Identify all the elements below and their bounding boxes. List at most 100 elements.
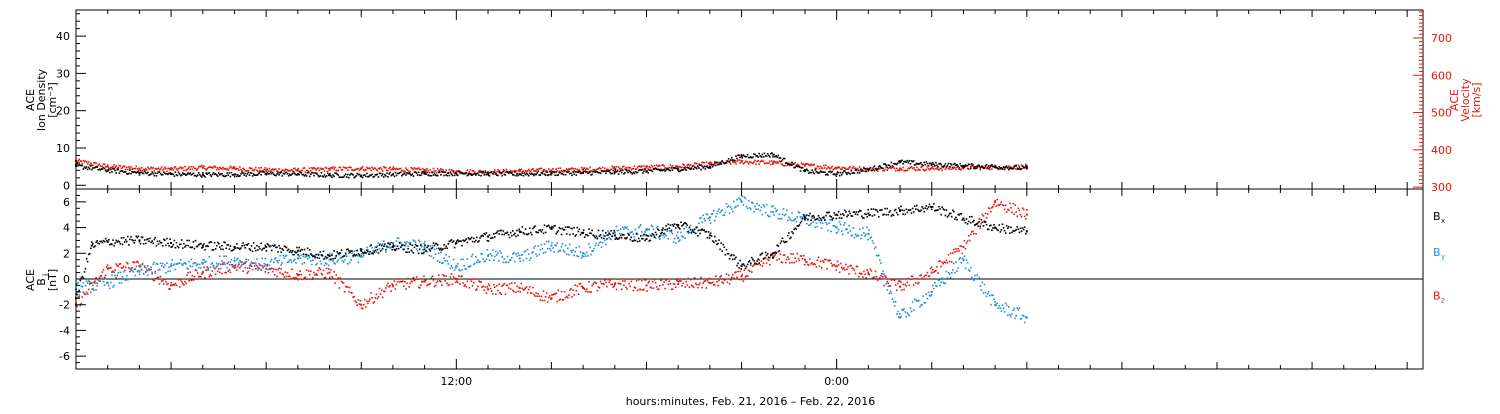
bx-series-point	[337, 253, 340, 255]
by-series-point	[401, 243, 403, 246]
bz-series-point	[215, 265, 218, 268]
bz-series-point	[700, 276, 702, 279]
velocity-series-point	[426, 167, 428, 170]
bz-series-point	[434, 284, 437, 287]
bx-series-point	[505, 232, 508, 234]
velocity-series-point	[326, 170, 329, 173]
bz-series-point	[850, 264, 853, 267]
bz-series-point	[883, 284, 885, 287]
by-series-point	[103, 284, 106, 286]
density-series-point	[87, 166, 90, 169]
bx-series-point	[881, 209, 883, 211]
velocity-series-point	[289, 169, 292, 172]
velocity-series-point	[268, 167, 271, 170]
bx-series-point	[919, 210, 921, 213]
velocity-series-point	[527, 168, 530, 171]
density-series-point	[824, 171, 826, 173]
density-series-point	[700, 168, 702, 171]
bz-series-point	[740, 278, 743, 281]
bz-series-point	[346, 286, 348, 288]
density-series-point	[110, 168, 112, 171]
by-series-point	[697, 229, 699, 232]
density-series-point	[597, 171, 600, 174]
bx-series-point	[212, 249, 215, 251]
by-series-point	[367, 249, 369, 251]
bz-series-point	[150, 268, 152, 271]
bx-series-point	[582, 229, 585, 231]
velocity-series-point	[976, 167, 978, 169]
bx-series-point	[512, 230, 514, 232]
velocity-series-point	[142, 168, 145, 171]
bz-series-point	[947, 253, 950, 256]
bz-series-point	[679, 279, 681, 282]
bx-series-point	[305, 254, 308, 256]
by-series-point	[886, 289, 888, 291]
velocity-series-point	[709, 161, 712, 163]
by-series-point	[278, 259, 280, 262]
bx-series-point	[179, 243, 182, 245]
density-series-point	[489, 171, 492, 174]
density-series-point	[176, 174, 179, 177]
bx-series-point	[468, 238, 471, 241]
velocity-series-point	[466, 169, 469, 171]
density-series-point	[496, 174, 498, 176]
by-series-point	[524, 250, 527, 252]
density-series-point	[974, 165, 976, 168]
bx-series-point	[438, 247, 440, 250]
by-series-point	[379, 243, 382, 245]
velocity-axis-title-line: [km/s]	[1470, 82, 1483, 117]
density-series-point	[713, 164, 715, 166]
density-series-point	[754, 153, 756, 156]
by-series-point	[100, 277, 103, 280]
bx-series-point	[134, 239, 136, 242]
density-series-point	[787, 163, 789, 165]
velocity-series-point	[810, 163, 812, 165]
bx-series-point	[591, 229, 593, 232]
bx-series-point	[356, 249, 359, 252]
bz-series-point	[631, 278, 634, 281]
density-series-point	[207, 172, 209, 175]
bx-series-point	[645, 234, 647, 236]
bx-series-point	[335, 254, 337, 257]
by-series-point	[409, 241, 411, 244]
density-series-point	[423, 172, 426, 175]
density-series-point	[1003, 168, 1006, 171]
density-series-point	[894, 163, 897, 165]
bx-series-point	[649, 239, 652, 242]
by-series-point	[489, 253, 492, 255]
velocity-series-point	[265, 170, 268, 172]
by-series-point	[837, 228, 840, 231]
by-series-point	[917, 300, 919, 302]
bz-series-point	[986, 213, 989, 215]
bx-series-point	[448, 240, 451, 243]
bx-series-point	[381, 247, 384, 250]
velocity-series-point	[646, 165, 648, 167]
bz-series-point	[846, 268, 848, 271]
bz-series-point	[296, 274, 299, 277]
density-series-point	[553, 171, 555, 174]
bx-series-point	[875, 209, 878, 212]
by-series-point	[976, 274, 978, 277]
velocity-series-point	[959, 168, 961, 171]
bx-series-point	[894, 208, 897, 211]
by-series-point	[692, 229, 695, 231]
by-series-point	[88, 281, 91, 283]
bx-series-point	[249, 249, 252, 251]
bx-series-point	[994, 227, 996, 229]
bx-series-point	[141, 236, 144, 239]
velocity-series-point	[706, 165, 709, 167]
bz-series-point	[879, 277, 881, 279]
density-series-point	[318, 175, 321, 178]
bz-series-point	[699, 282, 701, 284]
density-series-point	[253, 174, 256, 176]
velocity-series-point	[101, 165, 104, 168]
bz-series-point	[297, 278, 299, 281]
bx-series-point	[948, 212, 951, 215]
density-series-point	[157, 171, 160, 173]
by-series-point	[90, 291, 92, 293]
density-series-point	[402, 173, 404, 176]
bx-series-point	[405, 251, 407, 253]
density-series-point	[913, 164, 916, 166]
velocity-tick-label: 500	[1431, 107, 1452, 120]
density-series-point	[809, 171, 811, 174]
